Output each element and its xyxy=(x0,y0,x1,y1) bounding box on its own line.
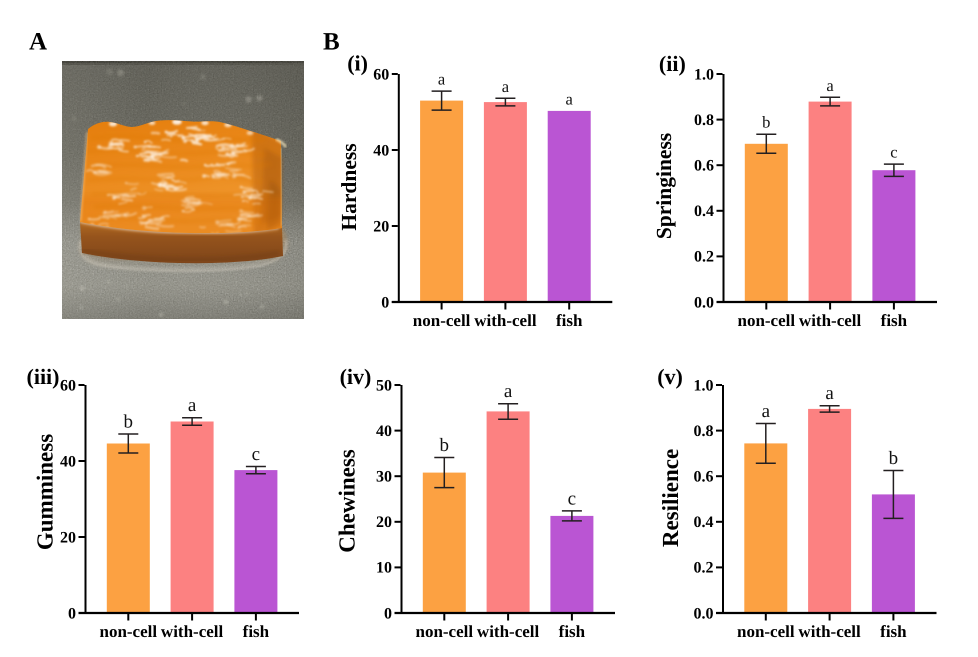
svg-text:a: a xyxy=(502,77,510,96)
svg-text:A: A xyxy=(29,29,47,56)
svg-text:30: 30 xyxy=(376,469,392,486)
svg-text:(i): (i) xyxy=(347,51,368,76)
svg-text:b: b xyxy=(762,113,770,132)
svg-text:a: a xyxy=(566,89,574,108)
svg-text:20: 20 xyxy=(373,218,389,235)
svg-text:Hardness: Hardness xyxy=(337,143,361,230)
svg-text:0.0: 0.0 xyxy=(694,294,714,311)
svg-text:b: b xyxy=(124,412,134,433)
svg-text:with-cell: with-cell xyxy=(474,311,537,330)
svg-text:with-cell: with-cell xyxy=(477,622,540,641)
svg-text:non-cell: non-cell xyxy=(737,622,795,641)
svg-text:0.8: 0.8 xyxy=(694,423,714,440)
svg-text:non-cell: non-cell xyxy=(737,311,795,330)
svg-text:Resilience: Resilience xyxy=(658,449,683,547)
svg-text:0.4: 0.4 xyxy=(694,203,714,220)
svg-text:0.4: 0.4 xyxy=(694,514,714,531)
svg-text:with-cell: with-cell xyxy=(798,622,861,641)
svg-text:0: 0 xyxy=(384,605,392,622)
svg-text:10: 10 xyxy=(376,560,392,577)
svg-text:0.2: 0.2 xyxy=(694,249,714,266)
svg-text:1.0: 1.0 xyxy=(694,377,714,394)
svg-text:non-cell: non-cell xyxy=(413,311,471,330)
svg-text:c: c xyxy=(252,444,260,465)
svg-text:fish: fish xyxy=(881,311,908,330)
svg-text:a: a xyxy=(438,70,446,89)
svg-text:a: a xyxy=(188,395,197,416)
svg-text:20: 20 xyxy=(60,529,76,546)
svg-text:40: 40 xyxy=(373,142,389,159)
svg-text:40: 40 xyxy=(60,453,76,470)
svg-text:60: 60 xyxy=(373,66,389,83)
svg-text:c: c xyxy=(890,143,897,162)
svg-text:50: 50 xyxy=(376,377,392,394)
svg-text:Springiness: Springiness xyxy=(652,133,676,239)
svg-text:20: 20 xyxy=(376,514,392,531)
svg-text:a: a xyxy=(826,76,834,95)
svg-text:b: b xyxy=(889,448,899,469)
svg-text:(ii): (ii) xyxy=(659,51,686,76)
svg-text:a: a xyxy=(762,401,771,422)
svg-text:non-cell: non-cell xyxy=(415,622,473,641)
svg-text:40: 40 xyxy=(376,423,392,440)
svg-text:with-cell: with-cell xyxy=(161,622,224,641)
svg-text:a: a xyxy=(504,381,513,402)
svg-text:fish: fish xyxy=(880,622,907,641)
svg-text:(v): (v) xyxy=(657,364,683,389)
svg-text:(iv): (iv) xyxy=(340,364,372,389)
svg-text:non-cell: non-cell xyxy=(99,622,157,641)
svg-text:0: 0 xyxy=(68,605,76,622)
svg-text:0: 0 xyxy=(381,294,389,311)
svg-text:c: c xyxy=(568,488,576,509)
svg-text:with-cell: with-cell xyxy=(799,311,862,330)
svg-text:a: a xyxy=(825,383,834,404)
svg-text:fish: fish xyxy=(556,311,583,330)
svg-text:B: B xyxy=(323,29,340,56)
svg-text:(iii): (iii) xyxy=(27,364,60,389)
svg-text:fish: fish xyxy=(559,622,586,641)
svg-text:b: b xyxy=(440,435,450,456)
svg-text:60: 60 xyxy=(60,377,76,394)
svg-text:fish: fish xyxy=(243,622,270,641)
svg-text:Chewiness: Chewiness xyxy=(335,449,360,553)
svg-text:1.0: 1.0 xyxy=(694,66,714,83)
svg-text:0.2: 0.2 xyxy=(694,560,714,577)
svg-text:0.6: 0.6 xyxy=(694,469,714,486)
svg-text:0.0: 0.0 xyxy=(694,605,714,622)
svg-text:0.8: 0.8 xyxy=(694,112,714,129)
svg-text:Gumminess: Gumminess xyxy=(32,434,57,550)
svg-text:0.6: 0.6 xyxy=(694,158,714,175)
